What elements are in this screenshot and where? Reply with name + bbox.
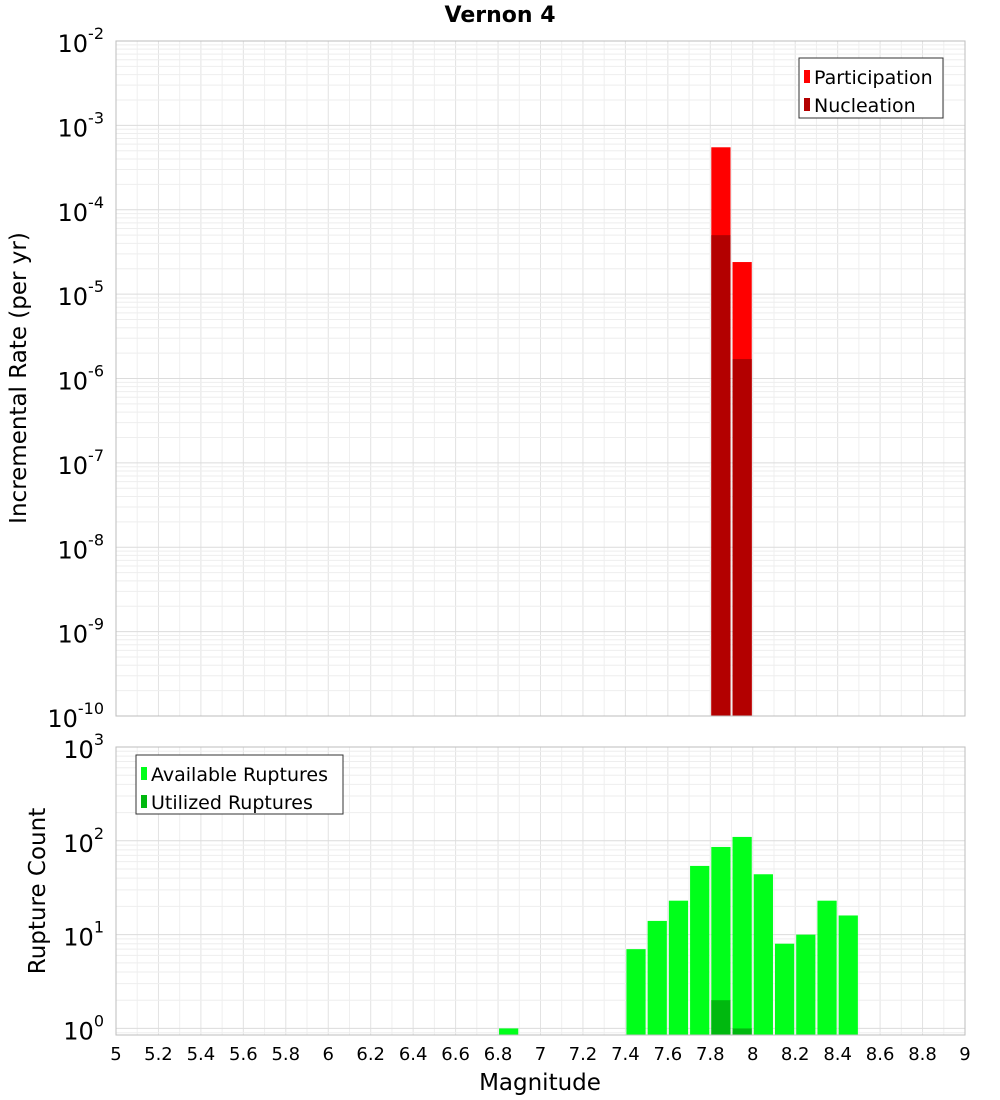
x-tick-label: 6 xyxy=(323,1044,334,1065)
rate-panel-bar-secondary xyxy=(711,235,731,716)
rate-panel-y-tick-label: 10-4 xyxy=(58,193,105,227)
x-tick-label: 9 xyxy=(959,1044,970,1065)
x-ticks: 5 5.2 5.4 5.6 5.8 6 6.2 6.4 6.6 6.8 7 7.2 7.4 7.6 7.8 8… xyxy=(110,1044,970,1065)
count-panel-legend-swatch xyxy=(141,767,147,780)
rate-panel-y-tick-label: 10-10 xyxy=(47,699,104,733)
count-panel-y-ticks: 100 101 102 103 xyxy=(63,730,104,1045)
count-panel-bar-primary xyxy=(753,874,773,1035)
rate-panel-y-tick-label: 10-7 xyxy=(58,446,105,480)
x-tick-label: 5.2 xyxy=(144,1044,173,1065)
x-tick-label: 7.8 xyxy=(696,1044,725,1065)
x-tick-label: 8.8 xyxy=(908,1044,937,1065)
x-tick-label: 8.2 xyxy=(781,1044,810,1065)
x-tick-label: 5 xyxy=(110,1044,121,1065)
rate-panel-y-tick-label: 10-2 xyxy=(58,24,105,58)
x-tick-label: 6.4 xyxy=(399,1044,428,1065)
x-tick-label: 8.6 xyxy=(866,1044,895,1065)
count-panel-bars xyxy=(499,836,858,1035)
rate-panel-y-ticks: 10-10 10-9 10-8 10-7 10-6 10-5 10-4 10-3 10-2 xyxy=(47,24,104,733)
count-panel-bar-primary xyxy=(774,943,795,1035)
x-tick-label: 5.6 xyxy=(229,1044,258,1065)
x-tick-label: 5.4 xyxy=(187,1044,216,1065)
count-panel-bar-primary xyxy=(668,900,689,1035)
rate-panel-bar-secondary xyxy=(732,359,752,716)
count-panel-legend-label: Utilized Ruptures xyxy=(151,792,313,814)
x-tick-label: 6.6 xyxy=(441,1044,470,1065)
count-panel-frame xyxy=(115,746,966,1036)
count-panel-bar-primary xyxy=(711,846,731,1035)
x-tick-label: 7 xyxy=(535,1044,546,1065)
count-panel-legend: Available Ruptures Utilized Ruptures xyxy=(135,754,344,815)
rate-panel-frame xyxy=(115,40,966,717)
count-panel-legend-swatch xyxy=(141,795,147,808)
rate-panel-bars xyxy=(711,147,752,717)
count-y-axis-title: Rupture Count xyxy=(25,808,51,974)
x-tick-label: 7.2 xyxy=(569,1044,598,1065)
rate-panel-legend-label: Nucleation xyxy=(814,95,916,117)
x-tick-label: 5.8 xyxy=(271,1044,300,1065)
count-panel-bar-primary xyxy=(690,865,710,1035)
rate-panel-y-tick-label: 10-6 xyxy=(58,362,105,396)
chart-title: Vernon 4 xyxy=(445,3,556,28)
x-axis-title: Magnitude xyxy=(479,1070,601,1096)
count-panel-bar-primary xyxy=(626,949,646,1035)
count-panel-legend-box xyxy=(135,754,344,815)
x-tick-label: 7.6 xyxy=(654,1044,683,1065)
count-panel-legend-label: Available Ruptures xyxy=(151,764,328,786)
count-panel-bar-primary xyxy=(796,934,816,1035)
rate-panel-y-tick-label: 10-3 xyxy=(58,108,105,142)
rate-panel-legend-swatch xyxy=(804,98,810,111)
count-panel-bar-primary xyxy=(817,900,837,1035)
count-panel-y-tick-label: 103 xyxy=(63,730,104,764)
rate-y-axis-title: Incremental Rate (per yr) xyxy=(6,232,32,524)
x-tick-label: 7.4 xyxy=(611,1044,640,1065)
count-panel-bar-primary xyxy=(647,920,667,1035)
count-panel-bar-secondary xyxy=(732,1028,752,1035)
count-panel-y-tick-label: 100 xyxy=(63,1011,104,1045)
rate-panel-legend: Participation Nucleation xyxy=(798,57,944,119)
count-panel-bar-primary xyxy=(499,1028,519,1035)
count-panel-bar-primary xyxy=(838,915,858,1035)
rate-panel-y-tick-label: 10-5 xyxy=(58,277,105,311)
x-tick-label: 8.4 xyxy=(823,1044,852,1065)
count-panel-bar-secondary xyxy=(711,1000,731,1035)
rate-panel-legend-box xyxy=(798,57,944,119)
rate-panel-y-tick-label: 10-9 xyxy=(58,615,105,649)
count-panel-bar-primary xyxy=(732,836,752,1035)
x-tick-label: 8 xyxy=(747,1044,758,1065)
rate-panel-legend-swatch xyxy=(804,70,810,83)
rate-panel-grid xyxy=(115,41,966,717)
rate-panel-legend-label: Participation xyxy=(814,67,933,89)
count-panel-y-tick-label: 102 xyxy=(63,824,104,858)
x-tick-label: 6.8 xyxy=(484,1044,513,1065)
x-tick-label: 6.2 xyxy=(356,1044,385,1065)
rate-panel-y-tick-label: 10-8 xyxy=(58,530,105,564)
count-panel-y-tick-label: 101 xyxy=(63,918,104,952)
